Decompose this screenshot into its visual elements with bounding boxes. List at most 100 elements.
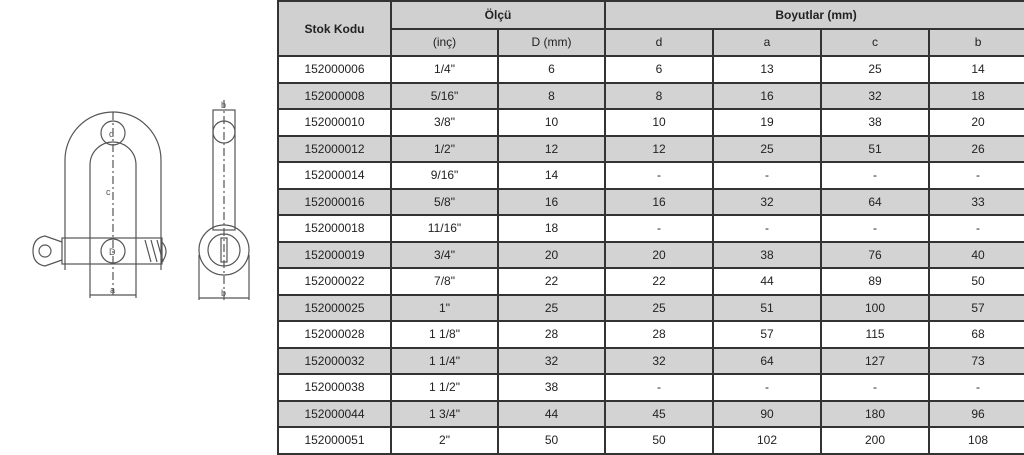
header-dimensions: Boyutlar (mm) <box>604 0 1024 30</box>
table-cell: 8 <box>604 81 715 110</box>
subheader-cell: a <box>712 27 823 57</box>
table-cell: 50 <box>496 426 607 455</box>
table-cell: 10 <box>496 108 607 137</box>
table-cell: 18 <box>496 214 607 243</box>
table-cell: 152000016 <box>277 187 392 216</box>
table-row: 152000028 1 1/8" 28 28 57 115 68 <box>277 320 1024 349</box>
table-cell: 16 <box>496 187 607 216</box>
table-cell: 1/2" <box>390 134 499 163</box>
table-cell: 38 <box>496 373 607 402</box>
table-cell: - <box>820 373 931 402</box>
table-cell: 14 <box>928 55 1024 84</box>
table-cell: 6 <box>604 55 715 84</box>
table-cell: 152000008 <box>277 81 392 110</box>
label-a: a <box>110 285 115 295</box>
table-cell: 57 <box>712 320 823 349</box>
table-cell: 1" <box>390 293 499 322</box>
label-c: c <box>106 187 111 197</box>
table-cell: 76 <box>820 240 931 269</box>
table-cell: 127 <box>820 346 931 375</box>
table-cell: 1 1/4" <box>390 346 499 375</box>
table-cell: 26 <box>928 134 1024 163</box>
table-cell: - <box>928 214 1024 243</box>
table-row: 152000010 3/8" 10 10 19 38 20 <box>277 108 1024 137</box>
table-row: 152000022 7/8" 22 22 44 89 50 <box>277 267 1024 296</box>
subheader-cell: b <box>928 27 1024 57</box>
table-cell: 22 <box>496 267 607 296</box>
table-cell: 152000032 <box>277 346 392 375</box>
table-cell: - <box>604 373 715 402</box>
table-cell: 108 <box>928 426 1024 455</box>
table-cell: 5/8" <box>390 187 499 216</box>
table-cell: 64 <box>820 187 931 216</box>
table-cell: 44 <box>496 399 607 428</box>
table-cell: 152000044 <box>277 399 392 428</box>
table-cell: 25 <box>820 55 931 84</box>
table-cell: 64 <box>712 346 823 375</box>
table-cell: 12 <box>604 134 715 163</box>
table-cell: 20 <box>496 240 607 269</box>
table-cell: 44 <box>712 267 823 296</box>
table-cell: 96 <box>928 399 1024 428</box>
table-row: 152000006 1/4" 6 6 13 25 14 <box>277 55 1024 84</box>
table-row: 152000012 1/2" 12 12 25 51 26 <box>277 134 1024 163</box>
shackle-dimensions-table: Stok Kodu Ölçü Boyutlar (mm) (inç) D (mm)… <box>277 0 1024 455</box>
label-d: d <box>109 129 114 139</box>
table-cell: 102 <box>712 426 823 455</box>
table-cell: 8 <box>496 81 607 110</box>
table-cell: 152000012 <box>277 134 392 163</box>
table-cell: 40 <box>928 240 1024 269</box>
table-cell: 1/4" <box>390 55 499 84</box>
table-cell: 3/8" <box>390 108 499 137</box>
table-cell: 90 <box>712 399 823 428</box>
table-cell: - <box>820 161 931 190</box>
table-cell: 16 <box>712 81 823 110</box>
subheader-cell: D (mm) <box>496 27 607 57</box>
table-cell: - <box>820 214 931 243</box>
table-cell: 100 <box>820 293 931 322</box>
label-D: D <box>109 247 116 257</box>
table-cell: 152000019 <box>277 240 392 269</box>
table-cell: 25 <box>712 134 823 163</box>
table-cell: 115 <box>820 320 931 349</box>
table-cell: 12 <box>496 134 607 163</box>
table-cell: 89 <box>820 267 931 296</box>
table-cell: - <box>928 161 1024 190</box>
table-cell: 14 <box>496 161 607 190</box>
label-b: b <box>221 288 226 298</box>
table-row: 152000051 2" 50 50 102 200 108 <box>277 426 1024 455</box>
table-cell: 68 <box>928 320 1024 349</box>
table-row: 152000025 1" 25 25 51 100 57 <box>277 293 1024 322</box>
table-cell: 73 <box>928 346 1024 375</box>
table-cell: 152000025 <box>277 293 392 322</box>
table-cell: 18 <box>928 81 1024 110</box>
table-cell: 22 <box>604 267 715 296</box>
table-cell: - <box>928 373 1024 402</box>
table-cell: 28 <box>604 320 715 349</box>
label-b-top: b <box>221 100 226 110</box>
table-cell: 25 <box>604 293 715 322</box>
table-row: 152000018 11/16" 18- - - - <box>277 214 1024 243</box>
table-cell: - <box>712 161 823 190</box>
table-cell: 1 1/2" <box>390 373 499 402</box>
table-cell: 3/4" <box>390 240 499 269</box>
table-cell: 28 <box>496 320 607 349</box>
table-row: 152000038 1 1/2" 38- - - - <box>277 373 1024 402</box>
table-cell: 11/16" <box>390 214 499 243</box>
table-cell: 38 <box>820 108 931 137</box>
table-cell: 32 <box>820 81 931 110</box>
table-cell: 152000014 <box>277 161 392 190</box>
table-cell: - <box>604 161 715 190</box>
table-cell: 7/8" <box>390 267 499 296</box>
table-cell: 38 <box>712 240 823 269</box>
table-cell: 152000006 <box>277 55 392 84</box>
table-cell: 152000018 <box>277 214 392 243</box>
subheader-cell: c <box>820 27 931 57</box>
table-cell: 1 1/8" <box>390 320 499 349</box>
table-cell: 45 <box>604 399 715 428</box>
table-cell: 57 <box>928 293 1024 322</box>
table-cell: 20 <box>928 108 1024 137</box>
table-cell: 10 <box>604 108 715 137</box>
table-cell: 32 <box>712 187 823 216</box>
header-stock-code: Stok Kodu <box>277 0 392 57</box>
